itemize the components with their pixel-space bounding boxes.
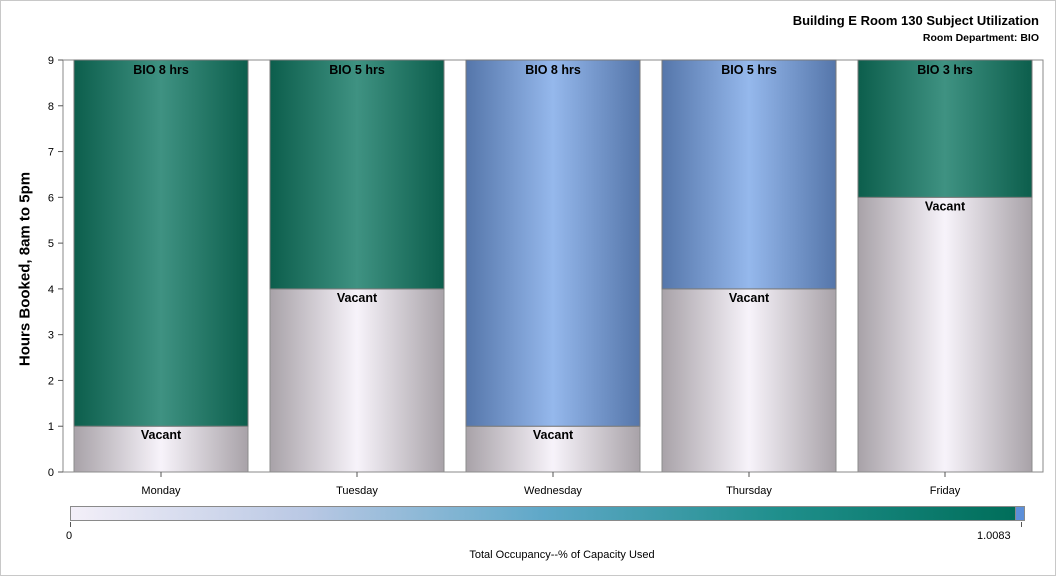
y-tick-label: 6: [48, 192, 54, 204]
booked-label: BIO 5 hrs: [329, 63, 385, 77]
y-tick-label: 0: [48, 467, 54, 479]
colorbar-title: Total Occupancy--% of Capacity Used: [469, 549, 655, 561]
y-tick-label: 7: [48, 147, 54, 159]
x-tick-label: Tuesday: [336, 485, 378, 497]
chart-title: Building E Room 130 Subject Utilization: [792, 13, 1039, 28]
x-tick-label: Wednesday: [524, 485, 582, 497]
vacant-label: Vacant: [533, 428, 574, 442]
y-tick-label: 2: [48, 375, 54, 387]
bar-booked-segment: [269, 59, 445, 290]
colorbar-min-tick: [70, 522, 71, 527]
booked-label: BIO 8 hrs: [133, 63, 189, 77]
booked-label: BIO 5 hrs: [721, 63, 777, 77]
y-tick-label: 4: [48, 284, 54, 296]
x-tick-label: Friday: [930, 485, 961, 497]
vacant-label: Vacant: [729, 291, 770, 305]
colorbar-min-label: 0: [66, 530, 73, 542]
y-tick-label: 3: [48, 330, 54, 342]
bar-vacant-segment: [661, 288, 837, 473]
vacant-label: Vacant: [141, 428, 182, 442]
colorbar: [70, 506, 1025, 522]
vacant-label: Vacant: [337, 291, 378, 305]
colorbar-overflow: [1016, 506, 1025, 521]
y-tick-label: 9: [48, 55, 54, 67]
y-tick-label: 8: [48, 101, 54, 113]
colorbar-max-tick: [1021, 522, 1022, 527]
chart-subtitle: Room Department: BIO: [922, 32, 1039, 44]
bar-booked-segment: [857, 59, 1033, 198]
vacant-label: Vacant: [925, 199, 966, 213]
bar-vacant-segment: [857, 196, 1033, 473]
colorbar-gradient: [70, 506, 1016, 521]
bar-booked-segment: [661, 59, 837, 290]
x-tick-label: Monday: [141, 485, 181, 497]
bar-chart: 0 1 2 3 4 5 6 7 8 9 BIO 8 hrs Vacant Monday BIO 5 hrs…: [48, 55, 1044, 497]
bar-booked-segment: [73, 59, 249, 427]
bar-vacant-segment: [269, 288, 445, 473]
y-tick-label: 1: [48, 421, 54, 433]
bar-booked-segment: [465, 59, 641, 427]
colorbar-max-label: 1.0083: [977, 530, 1011, 542]
booked-label: BIO 3 hrs: [917, 63, 973, 77]
y-tick-label: 5: [48, 238, 54, 250]
booked-label: BIO 8 hrs: [525, 63, 581, 77]
x-tick-label: Thursday: [726, 485, 772, 497]
